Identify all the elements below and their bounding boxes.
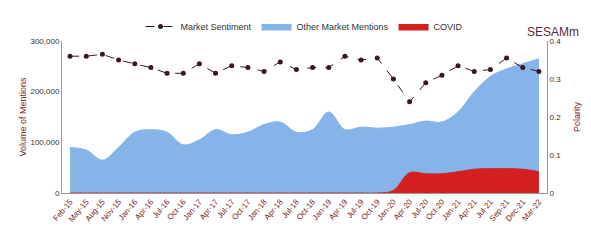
svg-text:300,000: 300,000 [30, 37, 59, 46]
svg-text:0.4: 0.4 [550, 37, 562, 46]
svg-text:Feb-15: Feb-15 [51, 197, 75, 223]
svg-text:Mar-22: Mar-22 [520, 197, 544, 223]
svg-text:Oct-17: Oct-17 [230, 197, 253, 222]
svg-text:Jan-16: Jan-16 [117, 197, 140, 222]
svg-text:Aug-15: Aug-15 [84, 197, 108, 223]
svg-text:Oct-20: Oct-20 [424, 197, 447, 222]
svg-text:Apr-16: Apr-16 [133, 197, 156, 222]
svg-text:0.2: 0.2 [550, 113, 562, 122]
svg-text:Jan-17: Jan-17 [181, 197, 204, 222]
svg-text:0.1: 0.1 [550, 151, 562, 160]
svg-text:Apr-21: Apr-21 [457, 197, 480, 222]
svg-text:Nov-15: Nov-15 [100, 197, 124, 223]
svg-text:Jan-21: Jan-21 [440, 197, 463, 222]
svg-text:COVID: COVID [434, 22, 463, 32]
svg-text:Oct-18: Oct-18 [295, 197, 318, 222]
svg-text:Apr-18: Apr-18 [263, 197, 286, 222]
svg-text:Oct-19: Oct-19 [360, 197, 383, 222]
svg-text:Jul-16: Jul-16 [151, 197, 172, 220]
svg-text:Polarity: Polarity [572, 101, 582, 132]
svg-text:0: 0 [55, 189, 60, 198]
svg-text:Jan-18: Jan-18 [246, 197, 269, 222]
svg-text:Volume of Mentions: Volume of Mentions [18, 77, 28, 157]
svg-text:Sep-21: Sep-21 [488, 197, 512, 223]
svg-text:Market Sentiment: Market Sentiment [181, 22, 252, 32]
svg-text:0: 0 [550, 189, 555, 198]
svg-text:200,000: 200,000 [30, 87, 59, 96]
svg-text:Oct-16: Oct-16 [166, 197, 189, 222]
svg-text:Apr-19: Apr-19 [327, 197, 350, 222]
svg-text:Jul-18: Jul-18 [280, 197, 301, 220]
svg-text:Apr-20: Apr-20 [392, 197, 415, 222]
svg-text:Dec-21: Dec-21 [504, 197, 528, 223]
svg-text:Jul-21: Jul-21 [474, 197, 495, 220]
svg-text:May-15: May-15 [67, 197, 91, 224]
svg-text:Apr-17: Apr-17 [198, 197, 221, 222]
svg-text:SESAMm: SESAMm [527, 25, 579, 39]
svg-text:Jan-19: Jan-19 [311, 197, 334, 222]
svg-text:Jul-19: Jul-19 [345, 197, 366, 220]
svg-text:100,000: 100,000 [30, 138, 59, 147]
svg-text:Jul-20: Jul-20 [409, 197, 430, 220]
svg-text:Jul-17: Jul-17 [215, 197, 236, 220]
svg-text:0.3: 0.3 [550, 75, 562, 84]
svg-text:Other Market Mentions: Other Market Mentions [297, 22, 389, 32]
svg-text:Jan-20: Jan-20 [375, 197, 398, 222]
